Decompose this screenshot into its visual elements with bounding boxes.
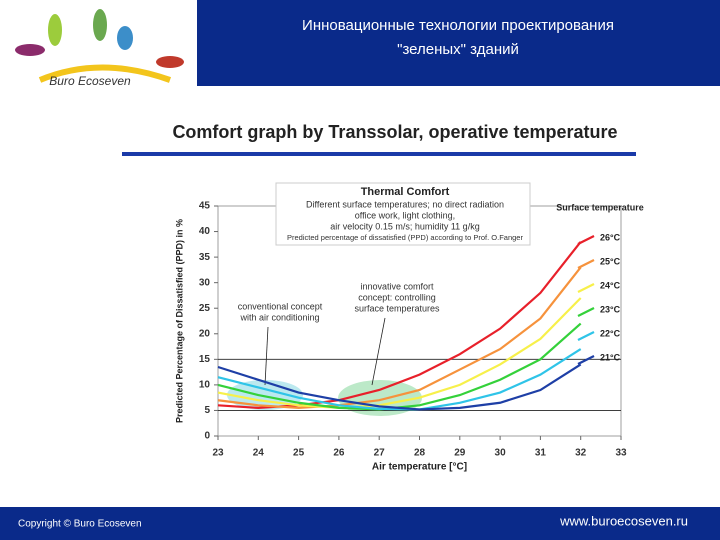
copyright: Copyright © Buro Ecoseven [18, 519, 142, 530]
legend-title: Surface temperature [556, 202, 644, 212]
chart-title: Comfort graph by Transsolar, operative t… [172, 122, 617, 142]
y-tick-label: 40 [199, 226, 211, 237]
annotation: concept: controlling [358, 292, 436, 302]
header-band [197, 0, 720, 86]
x-tick-label: 26 [333, 448, 345, 459]
x-tick-label: 27 [374, 448, 386, 459]
legend-swatch [577, 355, 595, 365]
logo-sun [38, 64, 172, 83]
logo: Buro Ecoseven [15, 9, 184, 88]
info-box-title: Thermal Comfort [361, 186, 450, 198]
y-tick-label: 45 [199, 201, 211, 212]
info-box-line: office work, light clothing, [355, 210, 455, 220]
x-tick-label: 31 [535, 448, 547, 459]
legend-swatch [577, 331, 595, 341]
x-tick-label: 24 [253, 448, 265, 459]
annotation-pointer [264, 326, 269, 386]
legend-label: 22°C [600, 328, 621, 338]
logo-leaf [48, 14, 62, 46]
x-tick-label: 23 [212, 448, 224, 459]
x-tick-label: 32 [575, 448, 587, 459]
y-tick-label: 5 [204, 405, 210, 416]
series-line [217, 297, 582, 409]
title-underline [122, 152, 636, 156]
logo-leaf [15, 44, 45, 56]
y-tick-label: 25 [199, 303, 211, 314]
legend-swatch [577, 259, 595, 269]
footer-band [0, 507, 720, 540]
series-line [217, 363, 582, 411]
info-box-line: Different surface temperatures; no direc… [306, 199, 504, 209]
logo-leaf [93, 9, 107, 41]
x-tick-label: 25 [293, 448, 305, 459]
logo-text: Buro Ecoseven [49, 74, 131, 88]
series-line [217, 348, 582, 411]
x-tick-label: 28 [414, 448, 426, 459]
website: www.buroecoseven.ru [559, 513, 688, 528]
y-tick-label: 15 [199, 354, 211, 365]
x-tick-label: 33 [615, 448, 627, 459]
chart: 0 5 10 15 20 25 30 35 40 45 23 24 25 26 27 28 29 30 31 32 33… [174, 182, 644, 473]
x-axis-label: Air temperature [°C] [372, 462, 467, 473]
legend-label: 21°C [600, 352, 621, 362]
legend-label: 24°C [600, 280, 621, 290]
logo-leaf [117, 26, 133, 50]
legend-label: 26°C [600, 232, 621, 242]
header-title: "зеленых" зданий [397, 41, 519, 58]
series-line [217, 266, 582, 409]
legend-label: 25°C [600, 256, 621, 266]
info-box [275, 182, 531, 246]
logo-leaf [156, 56, 184, 68]
annotation: innovative comfort [360, 281, 434, 291]
x-tick-label: 30 [495, 448, 507, 459]
header-title: Инновационные технологии проектирования [302, 17, 614, 34]
y-axis-label: Predicted Percentage of Dissatisfied (PP… [174, 219, 184, 423]
y-tick-label: 35 [199, 252, 211, 263]
annotation-pointer [371, 317, 386, 386]
legend-swatch [577, 307, 595, 317]
annotation: conventional concept [238, 301, 323, 311]
annotation: surface temperatures [354, 303, 440, 313]
y-tick-label: 0 [204, 431, 210, 442]
legend-swatch [577, 283, 595, 293]
annotation: with air conditioning [239, 312, 319, 322]
x-tick-label: 29 [454, 448, 466, 459]
legend-swatch [577, 235, 595, 245]
y-tick-label: 10 [199, 380, 211, 391]
info-box-line: air velocity 0.15 m/s; humidity 11 g/kg [330, 221, 479, 231]
legend-label: 23°C [600, 304, 621, 314]
info-box-line: Predicted percentage of dissatisfied (PP… [287, 233, 523, 242]
y-tick-label: 20 [199, 328, 211, 339]
y-tick-label: 30 [199, 277, 211, 288]
